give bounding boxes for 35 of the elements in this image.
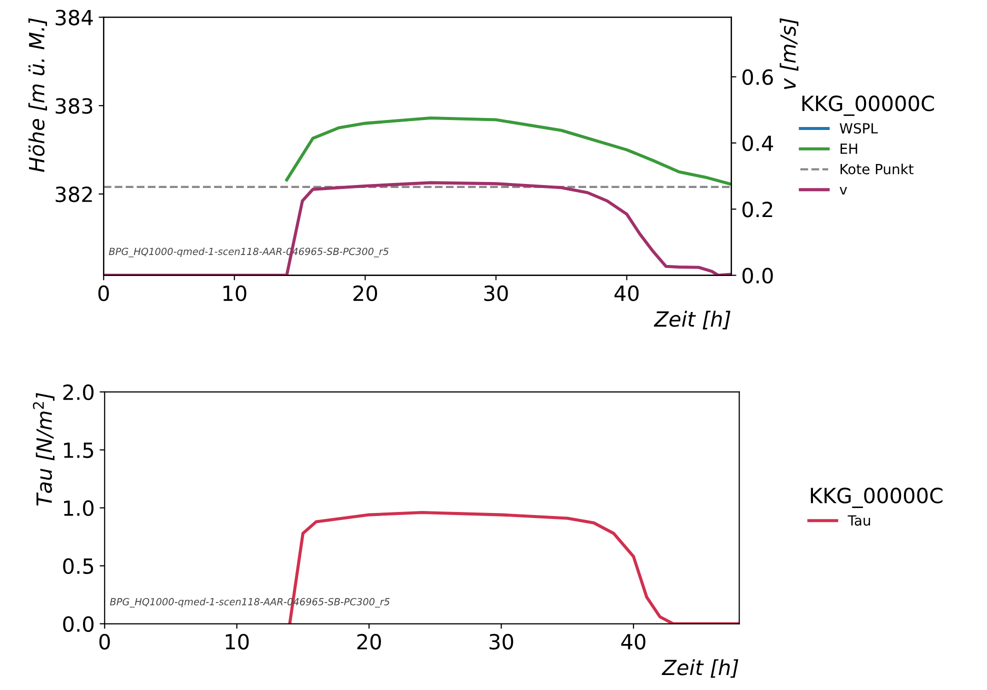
legend-label: v xyxy=(840,186,848,195)
y-tick-label: 0.0 xyxy=(63,616,94,632)
y2-tick-label: 0.0 xyxy=(742,268,773,284)
y2-tick-label: 0.4 xyxy=(742,135,774,152)
x-tick-label: 40 xyxy=(621,634,646,650)
legend-label: Kote Punkt xyxy=(840,164,914,174)
x-tick-label: 10 xyxy=(226,634,249,650)
y-tick-label: 1.0 xyxy=(64,500,94,516)
y-tick-label: 384 xyxy=(56,10,93,26)
x-axis-title: Zeit [h] xyxy=(662,659,738,678)
y2-tick-label: 0.2 xyxy=(742,202,772,218)
y-tick-label: 0.5 xyxy=(63,558,94,574)
x-tick-label: 20 xyxy=(357,634,381,650)
x-tick-label: 40 xyxy=(614,285,639,302)
legend-title: KKG_00000C xyxy=(802,96,934,116)
y-tick-label: 1.5 xyxy=(64,442,94,458)
y-tick-label: 382 xyxy=(56,186,92,202)
legend-label: Tau xyxy=(848,515,870,526)
x-tick-label: 30 xyxy=(484,285,508,302)
x-axis-title: Zeit [h] xyxy=(654,310,730,330)
legend-title: KKG_00000C xyxy=(810,488,942,508)
x-tick-label: 20 xyxy=(353,285,378,302)
y2-tick-label: 0.6 xyxy=(742,69,773,86)
x-tick-label: 30 xyxy=(490,634,514,650)
x-tick-label: 0 xyxy=(98,285,109,302)
legend-label: EH xyxy=(840,144,858,154)
y-tick-label: 2.0 xyxy=(63,384,94,400)
y-axis-title: Höhe [m ü. M.] xyxy=(28,18,48,172)
y-axis-title: Tau [N/m$^{2}$] xyxy=(32,392,54,506)
line-series xyxy=(285,116,732,186)
y-tick-label: 383 xyxy=(56,98,92,114)
x-tick-label: 10 xyxy=(223,285,246,302)
x-tick-label: 0 xyxy=(99,634,110,650)
y2-axis-title: v [m/s] xyxy=(780,18,798,90)
legend-label: WSPL xyxy=(840,123,878,134)
